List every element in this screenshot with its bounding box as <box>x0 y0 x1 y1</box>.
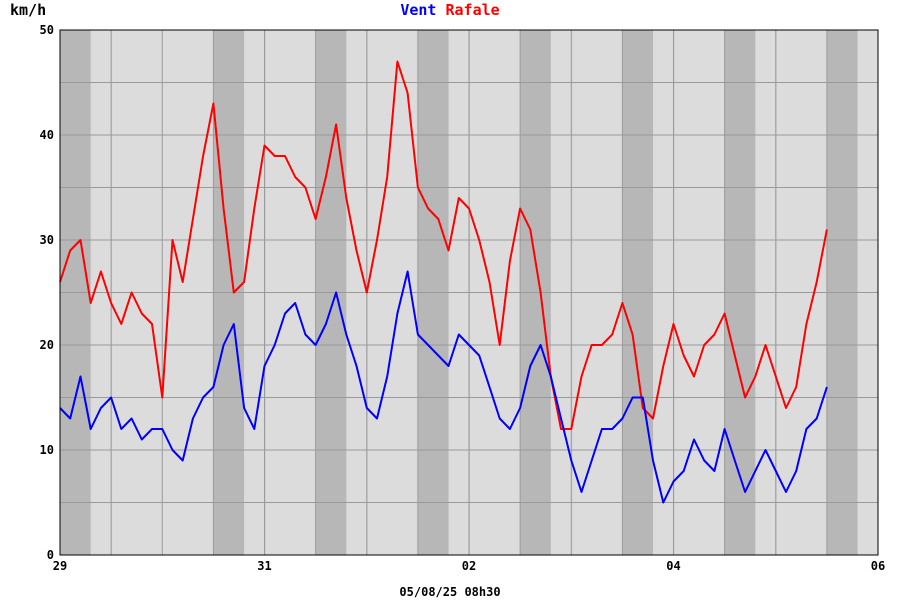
y-tick-label: 40 <box>40 128 54 142</box>
y-tick-label: 30 <box>40 233 54 247</box>
legend: Vent Rafale <box>400 1 499 19</box>
y-axis-label: km/h <box>10 1 46 19</box>
legend-vent: Vent <box>400 1 436 19</box>
y-tick-label: 20 <box>40 338 54 352</box>
x-tick-label: 29 <box>53 559 67 573</box>
series-line-vent <box>59 270 828 504</box>
y-tick-labels: 0 10 20 30 40 50 <box>40 23 54 562</box>
y-tick-label: 0 <box>47 548 54 562</box>
y-tick-label: 10 <box>40 443 54 457</box>
x-tick-labels: 29 31 02 04 06 <box>53 559 885 573</box>
x-tick-label: 06 <box>871 559 885 573</box>
series-lines <box>59 60 828 504</box>
x-tick-label: 02 <box>462 559 476 573</box>
legend-rafale: Rafale <box>445 1 499 19</box>
timestamp-footer: 05/08/25 08h30 <box>399 585 500 599</box>
x-tick-label: 04 <box>666 559 680 573</box>
grid-lines <box>60 30 878 555</box>
x-tick-label: 31 <box>257 559 271 573</box>
y-tick-label: 50 <box>40 23 54 37</box>
series-line-rafale <box>59 60 828 430</box>
plot-frame <box>59 29 879 556</box>
